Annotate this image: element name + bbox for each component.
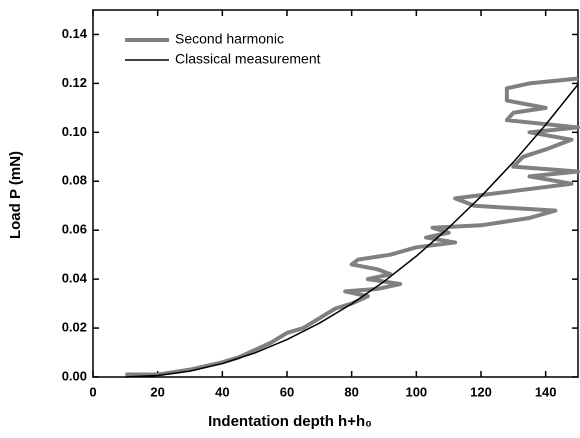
x-tick-label: 120 (470, 384, 492, 399)
legend-label: Classical measurement (175, 51, 321, 67)
y-tick-label: 0.02 (62, 320, 87, 335)
y-tick-label: 0.08 (62, 173, 87, 188)
x-tick-label: 80 (344, 384, 358, 399)
y-tick-label: 0.10 (62, 124, 87, 139)
x-tick-label: 40 (215, 384, 229, 399)
x-tick-label: 60 (280, 384, 294, 399)
legend-label: Second harmonic (175, 31, 284, 47)
y-tick-label: 0.14 (62, 26, 88, 41)
data-line (125, 76, 580, 377)
y-axis-label: Load P (mN) (7, 151, 24, 239)
plot-frame (92, 9, 579, 378)
x-tick-label: 0 (89, 384, 96, 399)
y-tick-label: 0.04 (62, 271, 88, 286)
x-tick-label: 20 (150, 384, 164, 399)
y-tick-label: 0.00 (62, 368, 87, 383)
x-axis-label: Indentation depth h+h₀ (208, 413, 372, 430)
y-tick-label: 0.06 (62, 222, 87, 237)
x-tick-label: 100 (405, 384, 427, 399)
y-tick-label: 0.12 (62, 75, 87, 90)
data-line (125, 83, 579, 378)
x-tick-label: 140 (535, 384, 557, 399)
